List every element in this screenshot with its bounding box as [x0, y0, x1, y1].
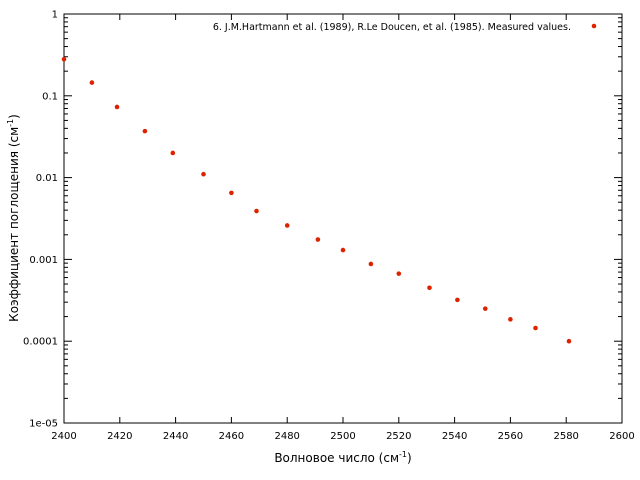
x-tick-label: 2460 [219, 431, 244, 442]
data-point [340, 247, 346, 253]
x-tick-label: 2400 [51, 431, 76, 442]
x-tick-label: 2520 [386, 431, 411, 442]
x-tick-label: 2540 [442, 431, 467, 442]
x-tick-label: 2580 [553, 431, 578, 442]
data-point [368, 261, 374, 267]
data-point [533, 325, 538, 331]
x-tick-label: 2440 [163, 431, 188, 442]
data-point [427, 285, 432, 291]
data-point [142, 128, 148, 134]
data-point [315, 237, 321, 242]
data-point [396, 271, 402, 276]
y-tick-label: 0.001 [29, 255, 58, 266]
plot-frame [63, 13, 623, 424]
x-tick-label: 2420 [107, 431, 132, 442]
y-tick-label: 1 [52, 10, 58, 21]
legend: 6. J.M.Hartmann et al. (1989), R.Le Douc… [213, 22, 597, 33]
data-point [482, 306, 488, 311]
x-tick-label: 2560 [498, 431, 523, 442]
y-tick-label: 0.0001 [23, 337, 58, 348]
data-point [61, 56, 67, 62]
data-point [455, 297, 460, 303]
x-tick-label: 2500 [330, 431, 355, 442]
data-point [201, 171, 206, 177]
x-axis-label: Волновое число (см-1) [274, 450, 411, 465]
data-point [508, 317, 513, 322]
legend-marker [591, 23, 597, 29]
legend-label: 6. J.M.Hartmann et al. (1989), R.Le Douc… [213, 22, 571, 33]
data-point [566, 338, 572, 344]
x-tick-label: 2480 [274, 431, 299, 442]
data-point [89, 80, 95, 85]
y-tick-label: 0.1 [42, 91, 58, 102]
y-axis-ticks: 1e-05 0.0001 0.001 0.01 0.1 1 [23, 10, 622, 430]
x-axis-ticks: 2400 2420 2440 2460 2480 2500 2520 2540 2560 2580… [51, 14, 635, 442]
data-point [170, 150, 176, 156]
data-point [254, 208, 259, 214]
y-tick-label: 1e-05 [29, 419, 58, 430]
data-point [114, 104, 120, 110]
data-point [229, 190, 234, 196]
data-points [61, 56, 572, 344]
data-point [284, 223, 290, 228]
y-tick-label: 0.01 [36, 173, 58, 184]
y-axis-label: Коэффициент поглощения (см-1) [6, 114, 21, 322]
x-tick-label: 2600 [609, 431, 634, 442]
